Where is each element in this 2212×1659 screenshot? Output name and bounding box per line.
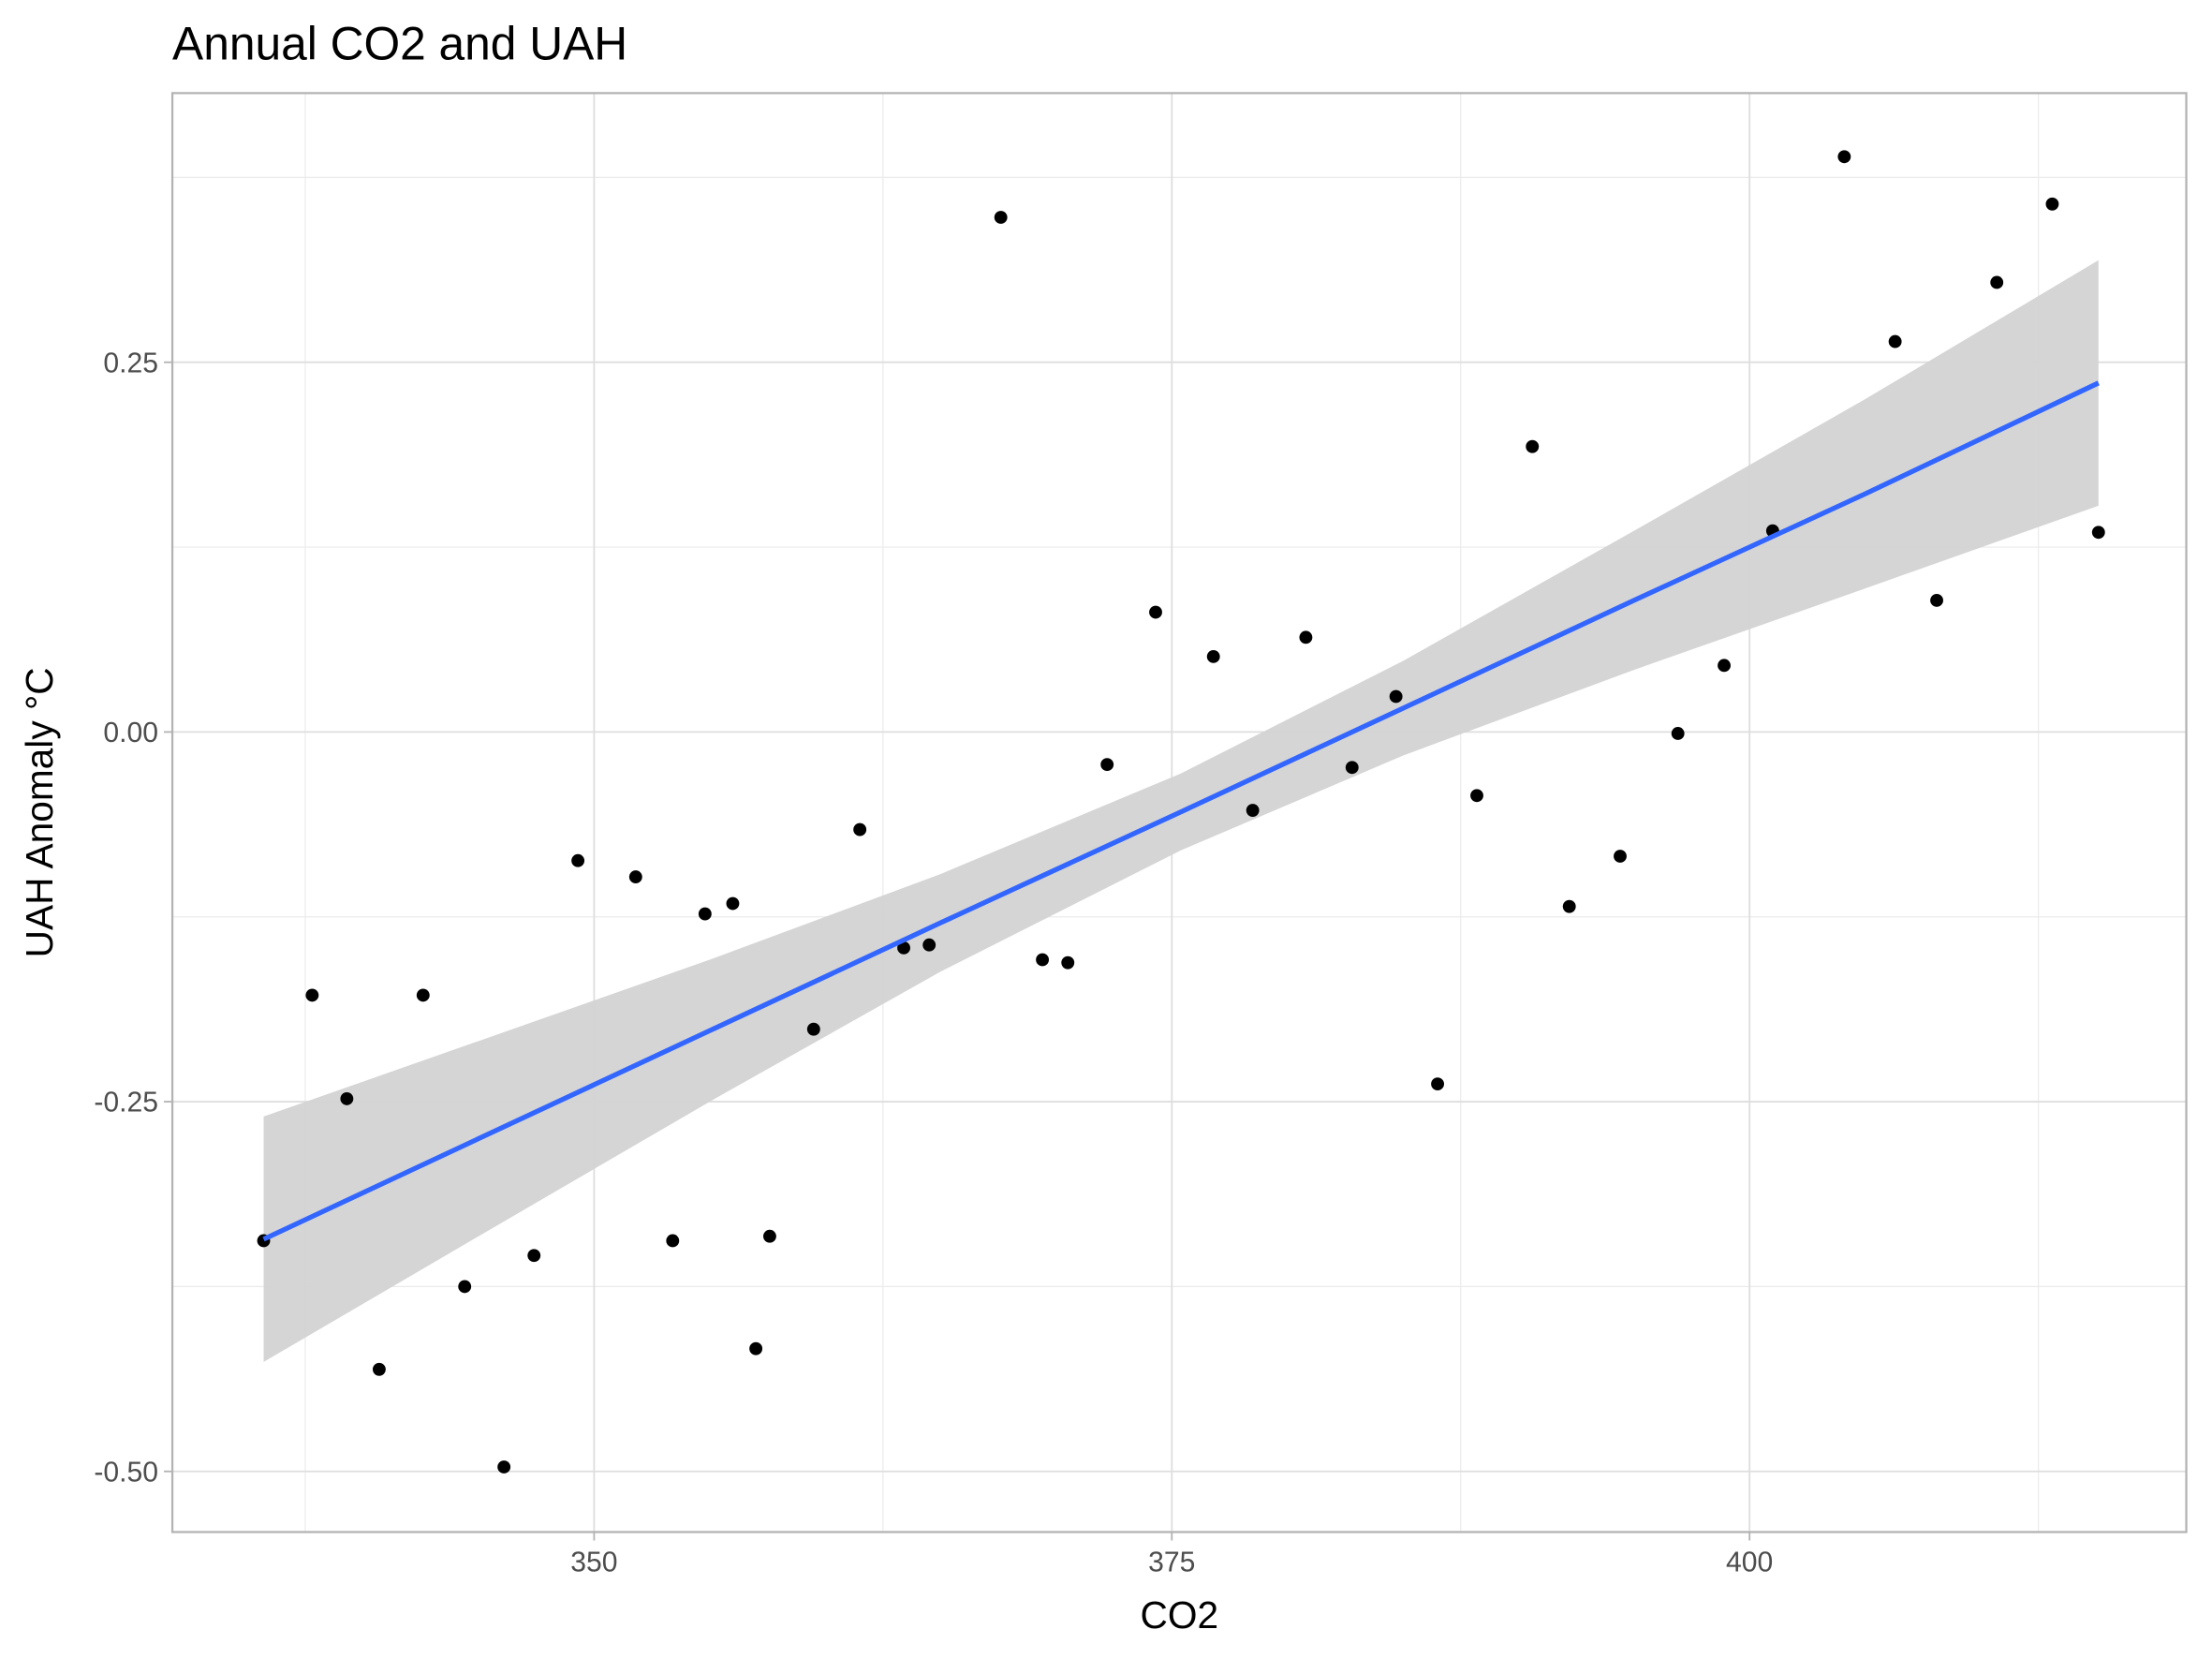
data-point xyxy=(1470,789,1483,803)
data-point xyxy=(571,853,585,867)
x-tick-label: 375 xyxy=(1148,1548,1195,1578)
data-point xyxy=(372,1362,386,1376)
data-point xyxy=(922,938,936,952)
data-point xyxy=(726,896,740,911)
data-point xyxy=(1061,955,1075,970)
data-point xyxy=(666,1234,680,1248)
data-point xyxy=(1345,761,1359,775)
data-point xyxy=(763,1229,776,1243)
data-point xyxy=(1990,275,2004,289)
data-point xyxy=(1036,953,1050,967)
y-tick-label: -0.25 xyxy=(94,1088,158,1118)
x-tick-label: 400 xyxy=(1726,1548,1773,1578)
data-point xyxy=(2045,197,2059,211)
data-point xyxy=(527,1249,541,1263)
data-point xyxy=(458,1280,472,1294)
data-point xyxy=(1614,850,1627,863)
data-point xyxy=(1431,1077,1444,1091)
data-point xyxy=(2091,526,2105,540)
panel-border xyxy=(170,92,2188,1533)
data-point xyxy=(1389,689,1403,704)
data-point xyxy=(1888,334,1902,348)
data-point xyxy=(1100,758,1114,772)
data-point xyxy=(853,822,867,837)
data-point xyxy=(749,1341,763,1355)
data-point xyxy=(416,988,430,1002)
data-point xyxy=(1718,659,1731,673)
regression-line xyxy=(262,380,2100,1242)
x-axis-title: CO2 xyxy=(1141,1593,1219,1637)
data-point xyxy=(897,941,910,955)
data-point xyxy=(305,988,319,1002)
data-point xyxy=(1206,649,1220,663)
y-tick-label: 0.00 xyxy=(103,718,158,748)
data-point xyxy=(340,1091,354,1105)
data-point xyxy=(1246,804,1260,817)
chart-title: Annual CO2 and UAH xyxy=(172,17,627,69)
x-tick-label: 350 xyxy=(570,1548,617,1578)
data-point xyxy=(1526,439,1540,453)
data-point xyxy=(1671,727,1685,740)
data-point xyxy=(1562,899,1576,913)
y-tick-label: 0.25 xyxy=(103,348,158,378)
data-point xyxy=(497,1460,511,1474)
data-point xyxy=(1930,593,1943,607)
data-point xyxy=(1299,630,1313,644)
data-point xyxy=(994,211,1008,224)
data-point xyxy=(1837,150,1851,164)
data-point xyxy=(1149,605,1162,619)
y-axis-title: UAH Anomaly °C xyxy=(18,667,61,957)
y-tick-label: -0.50 xyxy=(94,1457,158,1488)
data-point xyxy=(628,870,642,884)
data-point xyxy=(698,907,712,921)
data-point xyxy=(806,1022,820,1036)
